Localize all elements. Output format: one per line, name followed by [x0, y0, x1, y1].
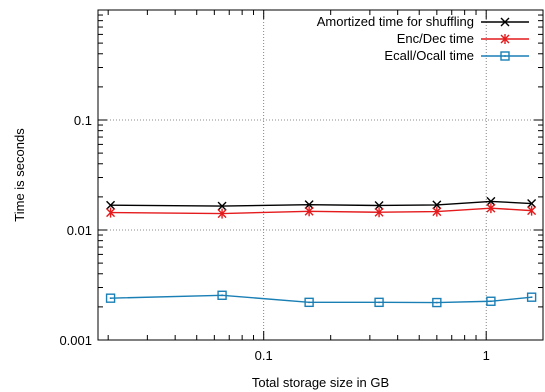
marker-stroke — [486, 196, 496, 206]
marker-stroke — [374, 201, 384, 210]
data-point — [217, 290, 227, 300]
marker-dot — [490, 300, 492, 303]
data-point — [217, 208, 227, 219]
data-point — [432, 200, 442, 210]
y-tick-label: 0.1 — [74, 113, 92, 128]
y-tick-label: 0.001 — [59, 333, 92, 348]
marker-square — [304, 297, 314, 308]
marker-stroke — [500, 17, 510, 27]
plot-frame — [97, 9, 544, 341]
data-point — [526, 292, 537, 302]
marker-dot — [308, 301, 310, 304]
data-point — [374, 207, 384, 218]
x-tick-label: 0.1 — [255, 348, 273, 363]
data-point — [486, 196, 496, 206]
legend-marker — [500, 17, 510, 27]
marker-square — [500, 51, 510, 61]
grid — [98, 10, 543, 341]
marker-stroke — [432, 200, 442, 210]
marker-dot — [221, 294, 223, 297]
data-point — [374, 201, 384, 210]
marker-square — [217, 290, 227, 300]
marker-stroke — [217, 201, 227, 211]
data-point — [432, 206, 442, 217]
marker-dot — [378, 301, 380, 304]
series-0 — [106, 196, 537, 211]
data-point — [486, 203, 496, 214]
marker-square — [432, 297, 442, 308]
marker-square — [526, 292, 537, 302]
data-point — [106, 207, 116, 218]
marker-dot — [530, 296, 533, 298]
marker-square — [105, 293, 116, 303]
legend-label: Enc/Dec time — [397, 31, 474, 46]
series-1 — [106, 203, 537, 219]
x-tick-label: 1 — [483, 348, 490, 363]
x-axis-title: Total storage size in GB — [252, 375, 389, 390]
marker-stroke — [304, 200, 314, 210]
data-point — [304, 206, 314, 217]
data-point — [527, 199, 537, 209]
series-line — [110, 294, 532, 304]
legend-label: Amortized time for shuffling — [317, 14, 474, 29]
axis-ticks: 0.001 0.01 0.1 0.1 1 — [59, 10, 543, 363]
marker-dot — [504, 55, 506, 57]
data-point — [105, 293, 116, 303]
data-point — [527, 205, 537, 216]
data-point — [304, 297, 314, 308]
series-layer — [105, 196, 537, 308]
data-point — [432, 297, 442, 308]
data-point — [217, 201, 227, 211]
marker-dot — [109, 297, 112, 299]
data-point — [304, 200, 314, 210]
marker-dot — [436, 301, 438, 304]
legend: Amortized time for shuffling Enc/Dec time… — [317, 14, 529, 63]
legend-marker — [500, 34, 510, 44]
marker-stroke — [106, 200, 116, 210]
legend-marker — [500, 51, 510, 61]
y-tick-label: 0.01 — [67, 223, 92, 238]
data-point — [374, 297, 384, 308]
marker-square — [486, 296, 496, 306]
series-2 — [105, 290, 537, 308]
marker-stroke — [527, 199, 537, 209]
series-line — [110, 200, 532, 207]
data-point — [486, 296, 496, 306]
y-axis-title: Time is seconds — [12, 128, 27, 222]
marker-square — [374, 297, 384, 308]
data-point — [106, 200, 116, 210]
legend-label: Ecall/Ocall time — [384, 48, 474, 63]
series-line — [110, 207, 532, 215]
